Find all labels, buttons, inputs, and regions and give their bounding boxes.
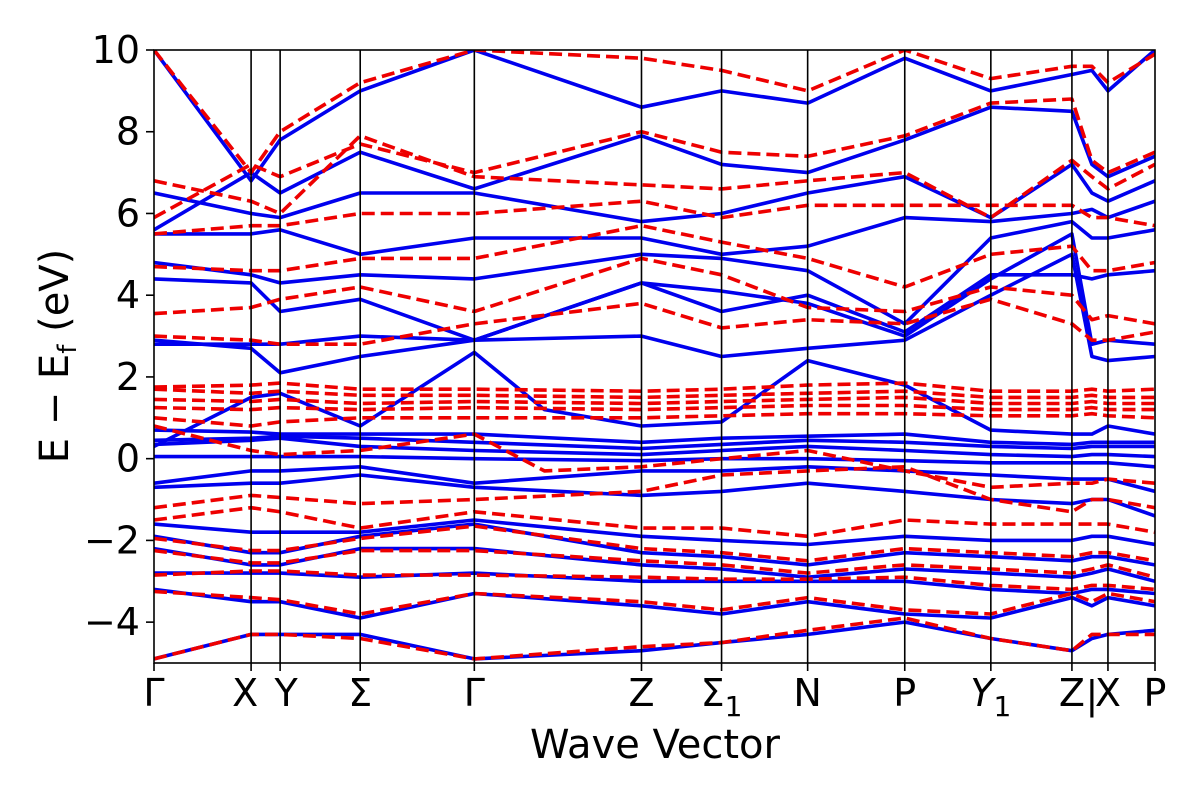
dashed-band-line — [154, 223, 1155, 289]
y-tick-label: −2 — [84, 518, 140, 562]
dashed-band-line — [154, 548, 1155, 579]
solid-band-line — [154, 428, 1155, 447]
x-tick-label: | — [1086, 673, 1099, 718]
y-tick-label: −4 — [84, 600, 140, 644]
dashed-band-line — [154, 464, 1155, 514]
dashed-band-line — [154, 616, 1155, 661]
x-tick-label: Σ — [348, 671, 372, 715]
solid-band-line — [154, 518, 1155, 547]
solid-band-line — [154, 464, 1155, 494]
solid-band-line — [154, 436, 1155, 459]
x-tick-label: Z — [628, 671, 654, 715]
x-tick-label: Y — [274, 671, 299, 715]
y-axis-title: E − Ef (eV) — [32, 249, 83, 464]
x-tick-label: N — [793, 671, 821, 715]
x-axis: Γ X Y Σ Γ Z Σ1 N P Y1 Z |X P — [143, 663, 1166, 723]
bands-group — [154, 50, 1155, 661]
x-tick-label: Γ — [464, 671, 485, 715]
dashed-band-line — [154, 589, 1155, 616]
dashed-band-line — [154, 50, 1155, 175]
solid-band-line — [154, 571, 1155, 596]
solid-band-line — [154, 454, 1155, 469]
dashed-band-line — [154, 505, 1155, 539]
solid-band-line — [154, 219, 1155, 326]
dashed-band-line — [154, 199, 1155, 236]
dashed-band-line — [154, 256, 1155, 326]
x-tick-label: Y1 — [970, 671, 1011, 723]
solid-band-line — [154, 268, 1155, 343]
x-tick-label: X — [232, 671, 258, 715]
y-axis-title-sub: f — [53, 344, 83, 354]
plot-frame — [153, 49, 1156, 664]
dashed-band-line — [154, 569, 1155, 592]
y-tick-label: 2 — [116, 355, 140, 399]
x-tick-label: P — [1144, 671, 1167, 715]
dashed-band-line — [154, 403, 1155, 412]
solid-band-line — [154, 162, 1155, 224]
solid-band-line — [154, 473, 1155, 518]
x-tick-label: Γ — [143, 671, 164, 715]
kpoint-lines — [250, 50, 1109, 663]
solid-band-line — [154, 587, 1155, 620]
y-tick-label: 10 — [92, 28, 140, 72]
y-tick-label: 0 — [116, 437, 140, 481]
dashed-band-line — [154, 524, 1155, 563]
x-tick-label: Z — [1059, 671, 1085, 715]
y-axis: −4 −2 0 2 4 6 8 10 — [84, 28, 154, 644]
y-tick-label: 8 — [116, 110, 140, 154]
dashed-band-line — [154, 134, 1155, 220]
y-tick-label: 6 — [116, 191, 140, 235]
x-axis-title: Wave Vector — [530, 722, 781, 768]
solid-band-line — [154, 434, 1155, 451]
dashed-band-line — [154, 297, 1155, 347]
y-axis-title-main: E − E — [32, 354, 78, 464]
y-tick-label: 4 — [116, 273, 140, 317]
x-tick-label: Σ1 — [701, 671, 743, 723]
dashed-band-line — [154, 411, 1155, 428]
x-tick-label: P — [893, 671, 916, 715]
y-axis-title-unit: (eV) — [32, 249, 78, 345]
dashed-band-line — [154, 381, 1155, 394]
dashed-band-line — [154, 97, 1155, 220]
dashed-band-line — [154, 395, 1155, 406]
x-tick-label: X — [1095, 671, 1121, 715]
solid-band-line — [154, 50, 1155, 183]
dashed-band-line — [154, 387, 1155, 400]
